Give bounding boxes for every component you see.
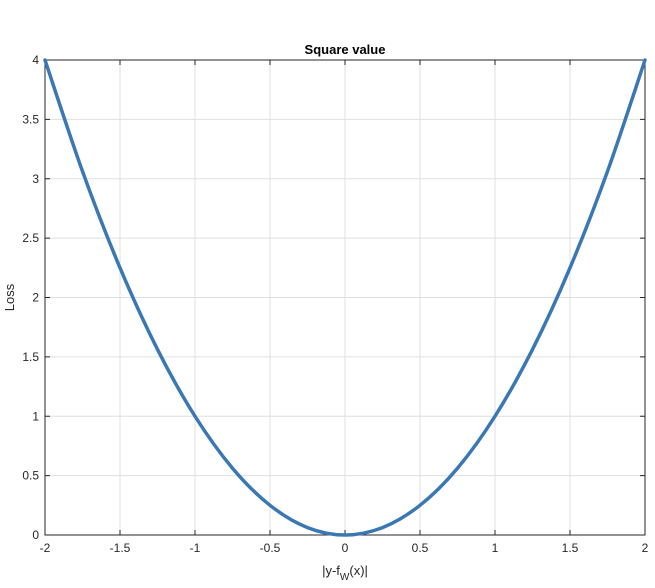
grid [44, 59, 646, 536]
y-tick-label: 0.5 [22, 469, 39, 483]
y-tick-label: 0 [32, 528, 39, 542]
x-axis-label: |y-fW(x)| [322, 563, 368, 583]
x-axis-label-suffix: (x)| [349, 563, 368, 578]
x-tick-label: 1 [492, 541, 499, 555]
chart-title: Square value [305, 42, 386, 57]
x-tick-label: -0.5 [260, 541, 281, 555]
y-tick-label: 4 [32, 53, 39, 67]
x-tick-label: 0.5 [412, 541, 429, 555]
x-tick-label: -1 [190, 541, 201, 555]
y-tick-label: 1.5 [22, 350, 39, 364]
series-line [43, 58, 647, 537]
y-tick-label: 1 [32, 409, 39, 423]
x-tick-label: 0 [342, 541, 349, 555]
x-axis-label-base: |y-f [322, 563, 340, 578]
x-tick-label: 2 [642, 541, 649, 555]
x-tick-label: -2 [40, 541, 51, 555]
x-tick-labels: -2 -1.5 -1 -0.5 0 0.5 1 1.5 2 [40, 541, 649, 555]
y-tick-label: 2 [32, 291, 39, 305]
x-tick-label: 1.5 [562, 541, 579, 555]
y-tick-label: 3 [32, 172, 39, 186]
axis-ticks [44, 59, 646, 536]
y-tick-label: 3.5 [22, 112, 39, 126]
y-tick-label: 2.5 [22, 231, 39, 245]
y-tick-labels: 0 0.5 1 1.5 2 2.5 3 3.5 4 [22, 53, 39, 542]
x-tick-label: -1.5 [110, 541, 131, 555]
y-axis-label: Loss [2, 283, 17, 311]
x-axis-label-subscript: W [340, 572, 350, 583]
